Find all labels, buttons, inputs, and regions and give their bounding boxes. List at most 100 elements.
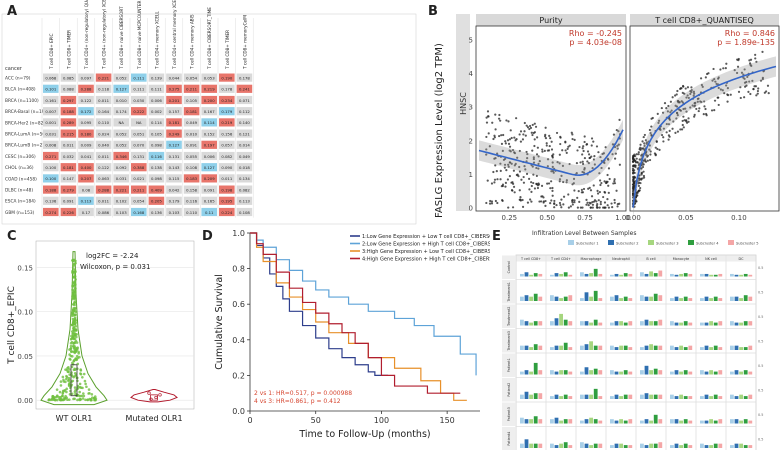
heatmap-cell xyxy=(201,95,217,105)
heatmap-cell xyxy=(219,107,235,116)
heatmap-cell-value: 0.181 xyxy=(169,120,180,125)
scatter-point xyxy=(639,186,642,190)
bar xyxy=(610,419,614,424)
scatter-point xyxy=(754,57,757,60)
bar xyxy=(593,268,598,277)
mutated-violin xyxy=(130,389,178,403)
km-annotation: 2 vs 1: HR=0.517, p = 0.000988 xyxy=(254,390,352,397)
left-rho: Rho = -0.245 xyxy=(569,29,622,38)
wt-point xyxy=(66,398,69,402)
heatmap-cell-value: 0.297 xyxy=(63,98,74,103)
scatter-point xyxy=(485,148,488,151)
bar xyxy=(563,394,568,399)
wt-point xyxy=(59,397,63,401)
scatter-point xyxy=(640,154,643,157)
scatter-point xyxy=(632,156,635,160)
scatter-point xyxy=(766,84,770,87)
heatmap-cell xyxy=(60,163,77,172)
violin-wilcoxon: Wilcoxon, p = 0.031 xyxy=(80,263,150,271)
bar xyxy=(658,370,663,375)
bar xyxy=(653,293,658,301)
wt-point xyxy=(88,391,91,395)
scatter-point xyxy=(595,204,599,207)
scatter-point xyxy=(748,62,752,65)
km-legend-label-3: 3:High Gene Expression + Low T cell CD8+… xyxy=(362,249,490,255)
bar xyxy=(623,445,628,448)
scatter-point xyxy=(590,155,593,158)
heatmap-cell xyxy=(78,84,94,93)
wt-point xyxy=(78,355,81,359)
wt-point xyxy=(73,322,77,326)
panel-c-letter: C xyxy=(7,229,17,244)
heatmap-cell-value: 0.031 xyxy=(116,176,127,181)
scatter-point xyxy=(640,167,643,170)
scatter-point xyxy=(576,149,579,152)
scatter-point xyxy=(617,130,620,133)
scatter-point xyxy=(682,85,685,88)
heatmap-cell xyxy=(60,73,77,82)
scatter-point xyxy=(512,169,515,172)
bar xyxy=(734,396,739,399)
scatter-point xyxy=(634,200,637,203)
heatmap-cell-value: 0.011 xyxy=(221,176,232,181)
heatmap-cell xyxy=(166,151,182,161)
scatter-point xyxy=(673,94,677,97)
y-tick-label: 0 xyxy=(469,205,473,213)
scatter-point xyxy=(578,145,581,149)
bar xyxy=(589,394,593,399)
bar xyxy=(748,345,753,350)
bar xyxy=(533,273,538,277)
scatter-point xyxy=(531,149,534,152)
heatmap-cell-value: 0.110 xyxy=(186,210,197,215)
scatter-point xyxy=(592,184,595,187)
wt-point xyxy=(73,390,77,394)
heatmap-cell-value: NA xyxy=(136,120,142,125)
heatmap-cell-value: 0.219 xyxy=(204,87,215,92)
scatter-point xyxy=(618,118,621,121)
bar xyxy=(700,273,704,277)
scatter-point xyxy=(739,86,742,89)
bar xyxy=(653,273,658,277)
heatmap-cell xyxy=(78,163,94,172)
scatter-point xyxy=(607,191,610,194)
scatter-point xyxy=(571,203,574,206)
bar xyxy=(683,296,688,301)
scatter-point xyxy=(726,87,729,90)
heatmap-cell-value: 0.152 xyxy=(204,131,215,136)
heatmap-cell-value: 0.049 xyxy=(186,120,197,125)
bar xyxy=(713,394,718,399)
scatter-point xyxy=(592,200,596,203)
bar xyxy=(619,298,623,301)
bar-col-label: Macrophage xyxy=(581,257,602,261)
wt-point xyxy=(65,396,68,399)
scatter-point xyxy=(536,146,539,149)
y-tick-label: 5 xyxy=(469,36,473,44)
bar xyxy=(568,321,573,326)
scatter-point xyxy=(725,62,728,65)
heatmap-cell xyxy=(113,140,129,149)
scatter-point xyxy=(604,181,608,185)
heatmap-cell xyxy=(60,129,77,138)
heatmap-cell xyxy=(201,73,217,82)
scatter-point xyxy=(743,85,747,88)
heatmap-cell-value: 0.183 xyxy=(186,176,197,181)
bar xyxy=(683,370,688,375)
bar xyxy=(640,321,644,326)
heatmap-cell xyxy=(219,95,235,105)
scatter-point xyxy=(519,199,522,202)
bar xyxy=(679,420,683,424)
scatter-point xyxy=(546,165,549,168)
bar xyxy=(589,445,593,448)
scatter-point xyxy=(607,184,610,187)
violin-x-label-mut: Mutated OLR1 xyxy=(125,414,182,423)
scatter-point xyxy=(535,153,539,156)
scatter-point xyxy=(552,153,555,156)
km-x-tick: 0 xyxy=(247,416,252,425)
bar xyxy=(538,393,543,399)
scatter-point xyxy=(685,96,688,99)
scatter-point xyxy=(671,127,674,130)
bar-col-strip xyxy=(696,255,726,262)
scatter-point xyxy=(593,155,596,158)
heatmap-cell-value: 0.052 xyxy=(116,143,127,148)
bar xyxy=(718,298,723,301)
